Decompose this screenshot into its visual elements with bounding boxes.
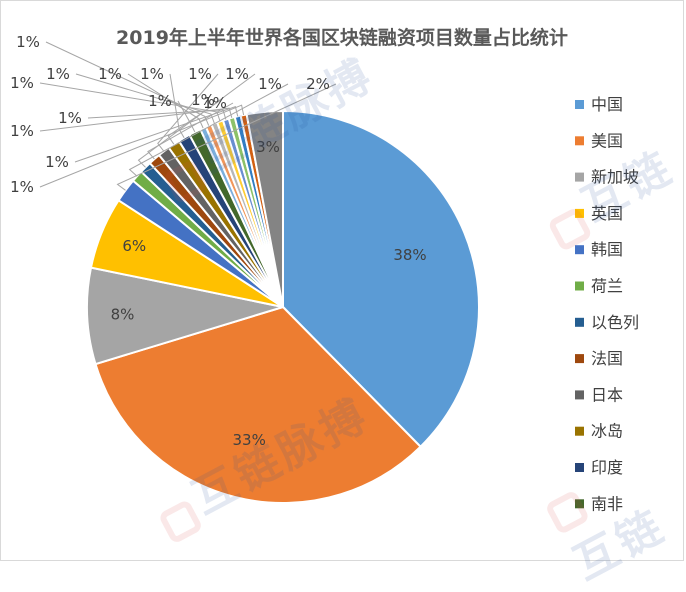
pie-slice-1	[94, 305, 422, 504]
legend-swatch-3	[575, 208, 584, 218]
pie-slice-2	[86, 266, 284, 366]
leader-line-13	[45, 41, 210, 126]
leader-line-18	[74, 105, 239, 163]
data-label-3: 6%	[122, 237, 146, 255]
data-label-9: 1%	[191, 91, 215, 109]
legend-label-9: 冰岛	[591, 422, 623, 441]
data-label-14: 1%	[46, 65, 70, 83]
data-label-18: 1%	[45, 153, 69, 171]
data-labels: 38%33%8%6%3%1%1%1%1%1% 1%1%1%1%1%1%1%1%1%…	[10, 33, 427, 449]
chart-title: 2019年上半年世界各国区块链融资项目数量占比统计	[116, 26, 568, 49]
leader-line-19	[39, 104, 245, 188]
legend-swatch-6	[575, 317, 584, 327]
data-label-17: 1%	[10, 122, 34, 140]
leader-line-16	[87, 109, 227, 120]
legend-swatch-7	[575, 354, 584, 364]
legend-swatch-4	[575, 245, 584, 255]
data-label-4: 2%	[306, 75, 330, 93]
data-label-8: 1%	[188, 65, 212, 83]
data-label-6: 1%	[225, 65, 249, 83]
legend-label-6: 以色列	[591, 313, 639, 332]
pie-slice-20	[245, 109, 284, 308]
data-label-19: 1%	[10, 178, 34, 196]
leader-line-12	[127, 73, 204, 129]
chart-frame	[0, 0, 684, 561]
data-label-13: 1%	[16, 33, 40, 51]
legend-swatch-5	[575, 281, 584, 291]
data-label-20: 3%	[256, 138, 280, 156]
data-label-16: 1%	[58, 109, 82, 127]
data-label-11: 1%	[148, 92, 172, 110]
legend-swatch-10	[575, 463, 584, 472]
leader-line-5	[128, 83, 289, 177]
data-label-2: 8%	[111, 306, 135, 324]
legend-swatch-11	[575, 499, 584, 509]
legend-label-3: 英国	[591, 204, 623, 223]
data-label-0: 38%	[393, 246, 426, 264]
legend-label-2: 新加坡	[591, 168, 639, 187]
data-label-1: 33%	[233, 431, 266, 449]
legend-swatch-0	[575, 100, 584, 109]
leader-lines	[39, 41, 337, 191]
legend-label-1: 美国	[591, 131, 623, 150]
pie-slice-0	[282, 109, 480, 449]
leader-line-4	[116, 83, 337, 191]
legend-label-11: 南非	[591, 494, 623, 513]
legend-label-10: 印度	[591, 458, 623, 477]
legend-label-0: 中国	[591, 95, 623, 114]
legend-label-7: 法国	[591, 349, 623, 368]
pie-chart: 2019年上半年世界各国区块链融资项目数量占比统计 38% 33% 8% 6% 3% 1%…	[10, 26, 639, 513]
legend-label-8: 日本	[591, 385, 623, 404]
pie-slices	[86, 109, 480, 504]
leader-line-14	[75, 73, 215, 124]
legend-label-5: 荷兰	[591, 277, 623, 296]
leader-line-11	[177, 100, 196, 133]
legend-swatch-8	[575, 390, 584, 400]
data-label-7: 1%	[203, 94, 227, 112]
leader-line-7	[147, 102, 234, 160]
leader-line-8	[157, 73, 219, 152]
legend-swatch-1	[575, 136, 584, 146]
leader-line-6	[137, 73, 256, 168]
data-label-5: 1%	[258, 75, 282, 93]
data-label-15: 1%	[10, 74, 34, 92]
legend-label-4: 韩国	[591, 240, 623, 259]
data-label-10: 1%	[140, 65, 164, 83]
legend-swatch-9	[575, 426, 584, 436]
data-label-12: 1%	[98, 65, 122, 83]
legend-swatch-2	[575, 172, 584, 182]
leader-line-10	[169, 73, 185, 139]
